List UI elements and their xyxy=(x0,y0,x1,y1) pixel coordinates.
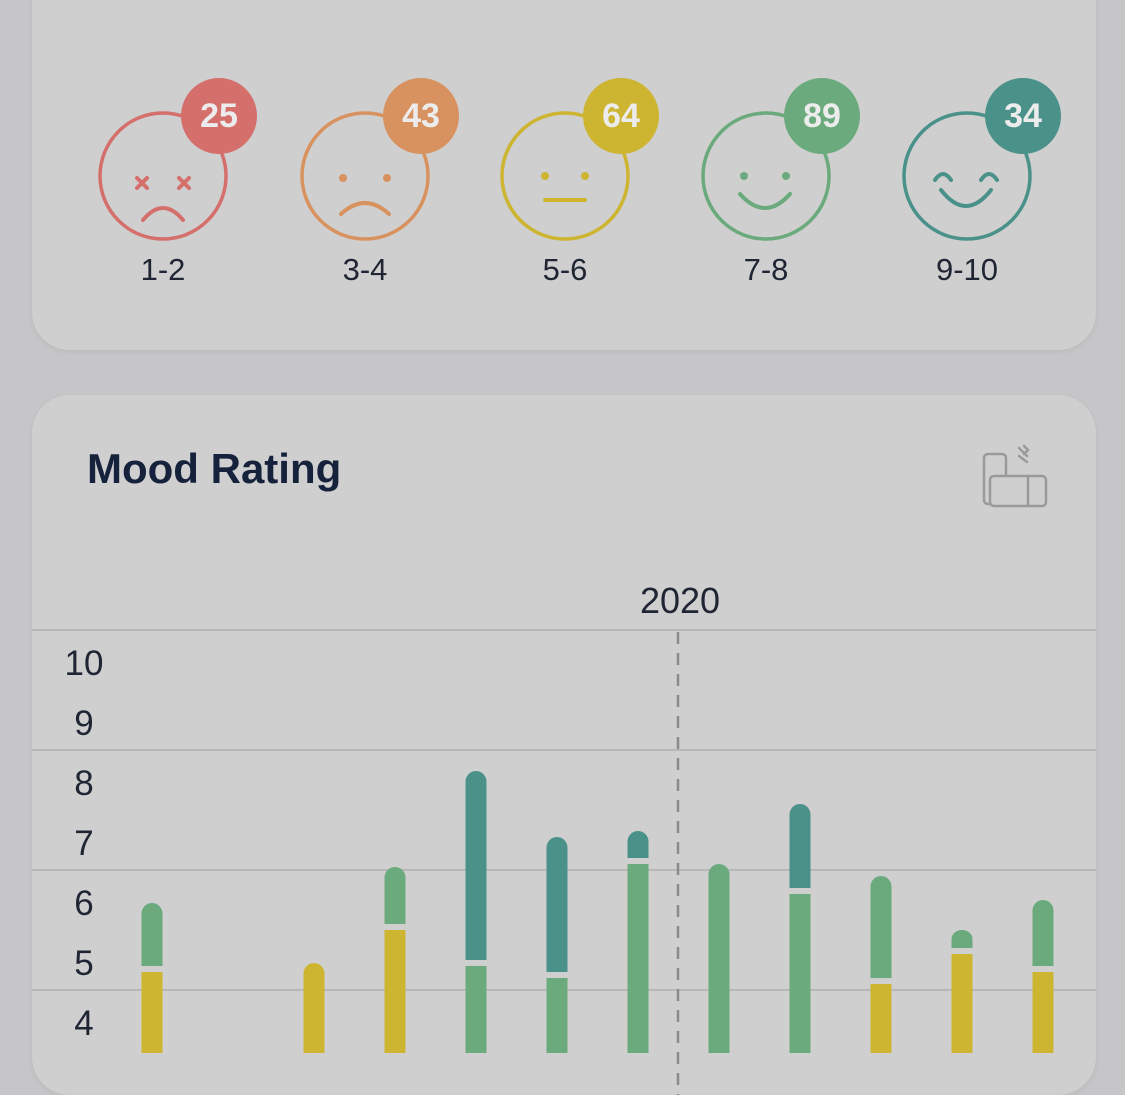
mood-bucket-7-8: 89 7-8 xyxy=(700,78,900,340)
y-tick-label: 7 xyxy=(74,824,93,863)
bar-segment-low xyxy=(1032,972,1054,1053)
mood-count-badge: 25 xyxy=(181,78,257,154)
mood-range-label: 1-2 xyxy=(140,252,186,287)
rotate-device-icon[interactable] xyxy=(972,440,1052,515)
bar-segment-high-fill xyxy=(627,841,649,858)
bar-segment-low xyxy=(141,972,163,1053)
bar-segment-low xyxy=(546,978,568,1053)
dead-face-icon xyxy=(98,111,228,241)
y-tick-label: 10 xyxy=(65,644,104,683)
mood-range-label: 3-4 xyxy=(342,252,388,287)
bar-segment-low xyxy=(384,930,406,1053)
mood-rating-card: 2020 10 9 8 7 6 5 4 Mood Rating xyxy=(32,395,1096,1095)
mood-count-badge: 64 xyxy=(583,78,659,154)
smile-face-icon xyxy=(701,111,831,241)
bar-segment-high-fill xyxy=(870,886,892,978)
bar-fill xyxy=(303,973,325,1053)
chart-title: Mood Rating xyxy=(87,445,342,492)
mood-summary-card: 25 1-2 43 3-4 64 5-6 89 7-8 34 xyxy=(32,0,1096,350)
mood-bucket-9-10: 34 9-10 xyxy=(901,78,1096,340)
bar-segment-low xyxy=(870,984,892,1053)
bar-segment-high-fill xyxy=(951,940,973,948)
bar-segment-high-fill xyxy=(384,877,406,924)
mood-count-badge: 89 xyxy=(784,78,860,154)
y-tick-label: 8 xyxy=(74,764,93,803)
bar-segment-high-fill xyxy=(141,913,163,966)
mood-range-label: 7-8 xyxy=(743,252,789,287)
happy-face-icon xyxy=(902,111,1032,241)
mood-bucket-5-6: 64 5-6 xyxy=(499,78,699,340)
bar-segment-low xyxy=(627,864,649,1053)
mood-range-label: 5-6 xyxy=(542,252,588,287)
y-tick-label: 5 xyxy=(74,944,93,983)
bar-segment-low xyxy=(789,894,811,1053)
mood-bucket-1-2: 25 1-2 xyxy=(97,78,297,340)
y-tick-label: 6 xyxy=(74,884,93,923)
bar-segment-low xyxy=(465,966,487,1053)
mood-bucket-3-4: 43 3-4 xyxy=(299,78,499,340)
mood-range-label: 9-10 xyxy=(935,252,999,287)
bar-segment-high-fill xyxy=(546,847,568,972)
sad-face-icon xyxy=(300,111,430,241)
bar-fill xyxy=(708,874,730,1053)
neutral-face-icon xyxy=(500,111,630,241)
year-label: 2020 xyxy=(640,580,720,621)
bar-segment-high-fill xyxy=(789,814,811,888)
mood-count-badge: 34 xyxy=(985,78,1061,154)
bar-segment-high-fill xyxy=(1032,910,1054,966)
mood-count-badge: 43 xyxy=(383,78,459,154)
bar-segment-low xyxy=(951,954,973,1053)
y-tick-label: 9 xyxy=(74,704,93,743)
bar-segment-high-fill xyxy=(465,781,487,960)
